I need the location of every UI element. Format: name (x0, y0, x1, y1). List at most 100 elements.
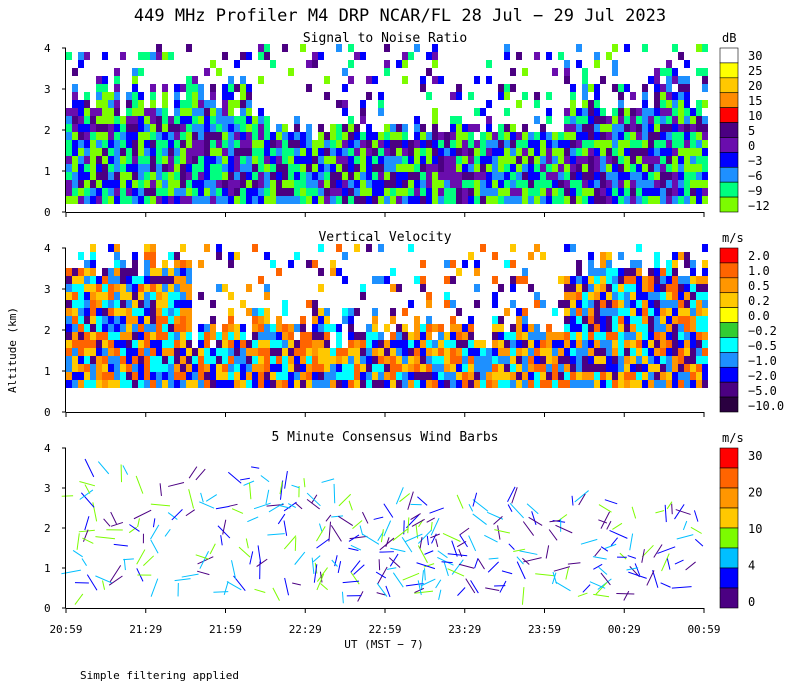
heatmap-cell (162, 316, 168, 324)
heatmap-cell (252, 156, 258, 164)
wind-barb (472, 513, 487, 525)
heatmap-cell (348, 316, 354, 324)
heatmap-cell (654, 140, 660, 148)
heatmap-cell (654, 188, 660, 196)
heatmap-cell (528, 148, 534, 156)
heatmap-cell (618, 196, 624, 204)
heatmap-cell (222, 380, 228, 388)
heatmap-cell (378, 340, 384, 348)
heatmap-cell (66, 308, 72, 316)
heatmap-cell (618, 132, 624, 140)
heatmap-cell (384, 196, 390, 204)
heatmap-cell (150, 92, 156, 100)
wind-barb (103, 518, 111, 527)
heatmap-cell (630, 148, 636, 156)
wind-barb (220, 535, 223, 546)
heatmap-cell (318, 308, 324, 316)
heatmap-cell (240, 148, 246, 156)
heatmap-cell (642, 284, 648, 292)
heatmap-cell (600, 164, 606, 172)
heatmap-cell (180, 140, 186, 148)
heatmap-cell (396, 164, 402, 172)
heatmap-cell (648, 324, 654, 332)
heatmap-cell (390, 164, 396, 172)
heatmap-cell (450, 188, 456, 196)
heatmap-cell (582, 132, 588, 140)
heatmap-cell (498, 180, 504, 188)
heatmap-cell (276, 364, 282, 372)
heatmap-cell (426, 348, 432, 356)
heatmap-cell (510, 380, 516, 388)
heatmap-cell (186, 196, 192, 204)
heatmap-cell (486, 188, 492, 196)
heatmap-cell (642, 316, 648, 324)
heatmap-cell (234, 340, 240, 348)
heatmap-cell (138, 100, 144, 108)
heatmap-cell (612, 308, 618, 316)
heatmap-cell (420, 356, 426, 364)
heatmap-cell (132, 260, 138, 268)
heatmap-cell (636, 308, 642, 316)
heatmap-cell (360, 140, 366, 148)
heatmap-cell (702, 372, 708, 380)
heatmap-cell (654, 164, 660, 172)
heatmap-cell (702, 332, 708, 340)
heatmap-cell (318, 196, 324, 204)
heatmap-cell (246, 308, 252, 316)
heatmap-cell (294, 340, 300, 348)
heatmap-cell (630, 92, 636, 100)
heatmap-cell (690, 260, 696, 268)
heatmap-cell (528, 284, 534, 292)
heatmap-cell (156, 300, 162, 308)
heatmap-cell (78, 348, 84, 356)
heatmap-cell (156, 372, 162, 380)
wind-barb (197, 570, 210, 576)
heatmap-cell (420, 76, 426, 84)
heatmap-cell (444, 172, 450, 180)
heatmap-cell (246, 172, 252, 180)
heatmap-cell (354, 348, 360, 356)
heatmap-cell (702, 196, 708, 204)
heatmap-cell (300, 172, 306, 180)
heatmap-cell (576, 372, 582, 380)
heatmap-cell (102, 124, 108, 132)
heatmap-cell (396, 180, 402, 188)
heatmap-cell (564, 356, 570, 364)
heatmap-cell (414, 156, 420, 164)
heatmap-cell (306, 196, 312, 204)
heatmap-cell (576, 316, 582, 324)
heatmap-cell (114, 260, 120, 268)
heatmap-cell (378, 180, 384, 188)
heatmap-cell (612, 148, 618, 156)
heatmap-cell (564, 60, 570, 68)
heatmap-cell (324, 172, 330, 180)
heatmap-cell (168, 252, 174, 260)
heatmap-cell (618, 188, 624, 196)
heatmap-cell (588, 380, 594, 388)
heatmap-cell (468, 340, 474, 348)
heatmap-cell (516, 100, 522, 108)
heatmap-cell (174, 108, 180, 116)
heatmap-cell (630, 380, 636, 388)
heatmap-cell (324, 324, 330, 332)
heatmap-cell (480, 196, 486, 204)
heatmap-cell (312, 372, 318, 380)
heatmap-cell (414, 364, 420, 372)
heatmap-cell (66, 156, 72, 164)
heatmap-cell (456, 332, 462, 340)
heatmap-cell (510, 244, 516, 252)
heatmap-cell (378, 348, 384, 356)
heatmap-cell (342, 308, 348, 316)
wind-barb (110, 521, 124, 527)
heatmap-cell (444, 332, 450, 340)
heatmap-cell (570, 292, 576, 300)
heatmap-cell (582, 196, 588, 204)
wind-barb (597, 578, 612, 590)
heatmap-cell (480, 156, 486, 164)
heatmap-cell (78, 252, 84, 260)
wind-barb (600, 546, 609, 552)
heatmap-cell (396, 188, 402, 196)
heatmap-cell (624, 316, 630, 324)
heatmap-cell (240, 332, 246, 340)
heatmap-cell (168, 156, 174, 164)
